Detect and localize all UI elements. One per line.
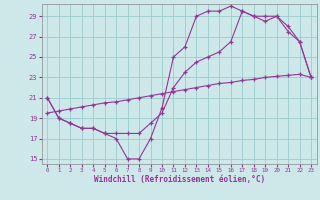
X-axis label: Windchill (Refroidissement éolien,°C): Windchill (Refroidissement éolien,°C)	[94, 175, 265, 184]
